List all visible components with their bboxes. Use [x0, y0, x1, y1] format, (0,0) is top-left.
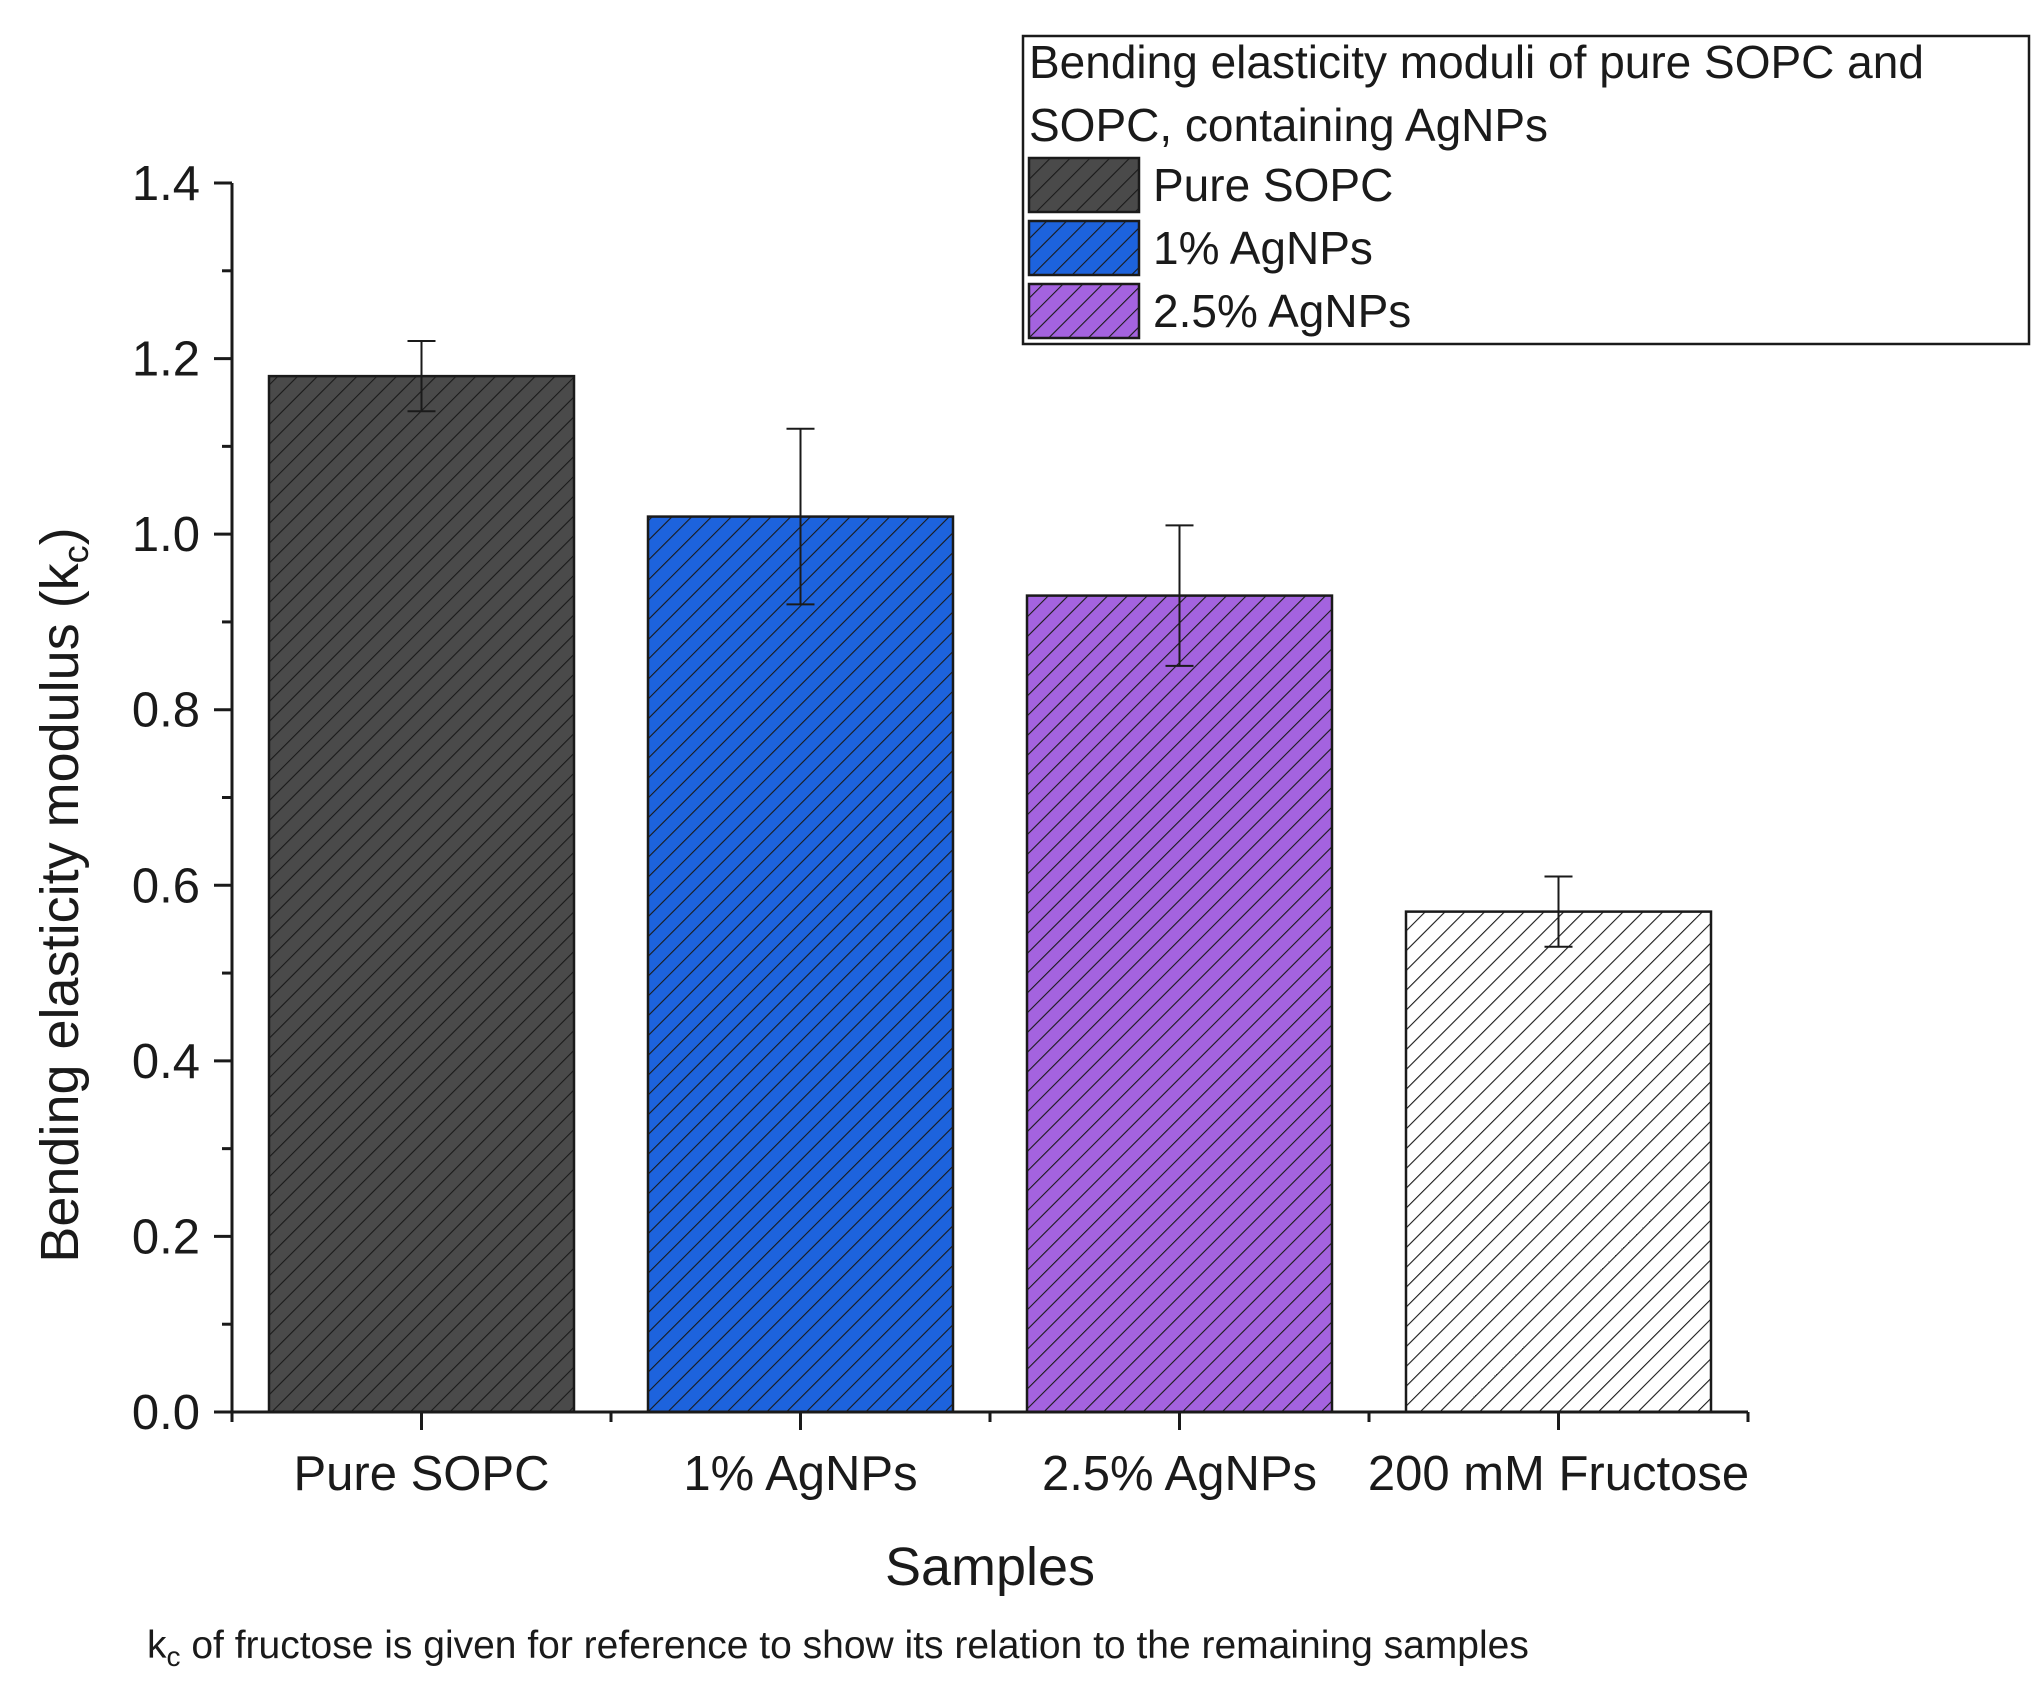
x-axis-title: Samples — [885, 1537, 1095, 1597]
error-bar-3 — [1544, 875, 1573, 948]
legend-label-1: 1% AgNPs — [1153, 222, 1373, 274]
y-axis-title-subscript: c — [55, 545, 96, 563]
legend-swatch-0 — [1027, 156, 1141, 214]
y-tick-label-7: 1.4 — [132, 157, 200, 211]
legend-title-line-2: SOPC, containing AgNPs — [1029, 99, 1548, 151]
error-bar-2 — [1165, 524, 1194, 667]
legend-label-0: Pure SOPC — [1153, 159, 1393, 211]
x-tick-label-1: 1% AgNPs — [683, 1447, 917, 1501]
bar-3 — [1404, 910, 1713, 1414]
error-bar-1 — [786, 427, 815, 606]
figure-note: kc of fructose is given for reference to… — [147, 1624, 1529, 1672]
legend-swatch-1 — [1027, 219, 1141, 277]
x-tick-label-3: 200 mM Fructose — [1368, 1447, 1749, 1501]
y-axis-title-end: ) — [30, 527, 90, 545]
y-tick-label-1: 0.2 — [132, 1210, 200, 1264]
y-tick-label-2: 0.4 — [132, 1035, 200, 1089]
note-subscript: c — [167, 1641, 181, 1672]
y-tick-label-0: 0.0 — [132, 1386, 200, 1440]
axes-layer: 0.0 0.2 0.4 0.6 0.8 1.0 1.2 1.4 Pure SOPC 1% AgNP… — [132, 157, 1750, 1501]
y-tick-label-5: 1.0 — [132, 508, 200, 562]
y-tick-label-6: 1.2 — [132, 333, 200, 387]
legend: Bending elasticity moduli of pure SOPC a… — [1021, 34, 2031, 346]
y-tick-label-3: 0.6 — [132, 859, 200, 913]
note-k: k — [147, 1624, 167, 1667]
bar-2 — [1025, 594, 1334, 1414]
legend-box — [1021, 34, 2031, 346]
legend-swatch-2 — [1027, 282, 1141, 340]
y-tick-label-4: 0.8 — [132, 684, 200, 738]
legend-title-line-1: Bending elasticity moduli of pure SOPC a… — [1029, 36, 1924, 88]
legend-label-2: 2.5% AgNPs — [1153, 285, 1411, 337]
y-axis-title-main: Bending elasticity modulus (k — [30, 562, 90, 1262]
note-text: of fructose is given for reference to sh… — [181, 1624, 1529, 1667]
x-tick-label-0: Pure SOPC — [294, 1447, 550, 1501]
bar-1 — [646, 515, 955, 1414]
error-bar-0 — [407, 340, 436, 413]
y-axis-title: Bending elasticity modulus (kc) — [30, 527, 96, 1262]
bar-0 — [267, 374, 576, 1414]
x-tick-label-2: 2.5% AgNPs — [1042, 1447, 1317, 1501]
bars-layer — [267, 340, 1713, 1414]
